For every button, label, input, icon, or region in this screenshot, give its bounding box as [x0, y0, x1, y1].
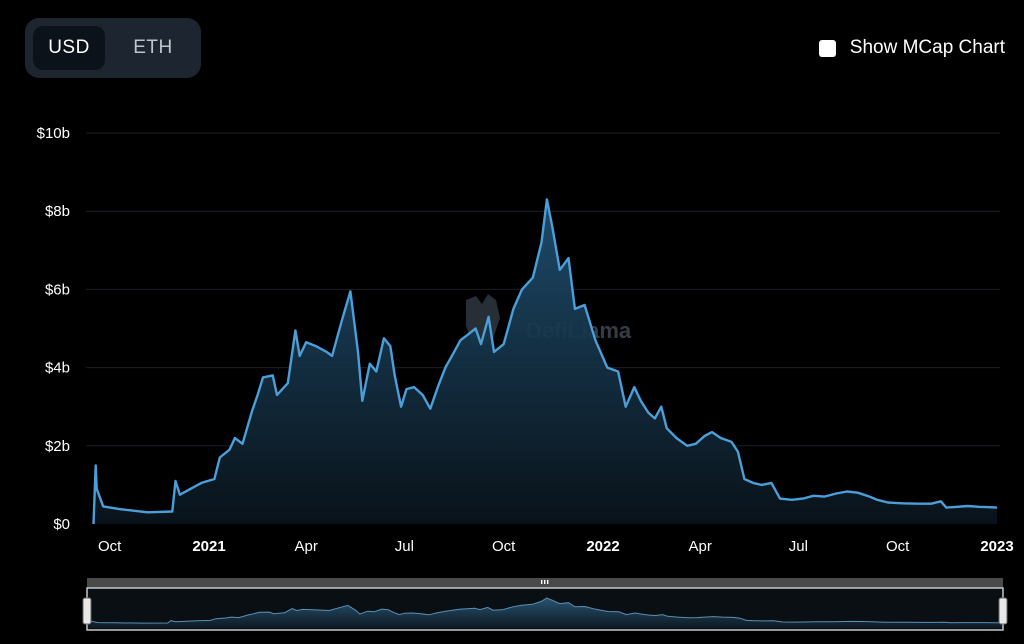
x-tick-label: 2021 — [192, 538, 225, 555]
y-axis: $0 $2b $4b $6b $8b $10b — [37, 125, 70, 533]
y-tick-label: $10b — [37, 125, 70, 142]
x-tick-label: Apr — [294, 538, 317, 555]
range-slider-preview-line — [87, 597, 1002, 625]
y-tick-label: $4b — [45, 360, 70, 377]
x-tick-label: Jul — [395, 538, 414, 555]
x-tick-label: Oct — [492, 538, 516, 555]
tvl-area — [93, 199, 997, 524]
range-slider[interactable] — [82, 578, 1008, 631]
y-tick-label: $0 — [53, 516, 70, 533]
y-tick-label: $8b — [45, 203, 70, 220]
x-tick-label: Apr — [688, 538, 711, 555]
tvl-line — [92, 198, 998, 525]
x-tick-label: Jul — [789, 538, 808, 555]
range-slider-right-handle[interactable] — [998, 597, 1008, 625]
x-axis: Oct 2021 Apr Jul Oct 2022 Apr Jul Oct 2023 — [98, 538, 1014, 555]
x-tick-label: 2023 — [980, 538, 1013, 555]
mcap-toggle[interactable]: Show MCap Chart — [818, 37, 1005, 59]
x-tick-label: 2022 — [586, 538, 619, 555]
range-slider-preview-area — [88, 598, 1002, 628]
currency-toggle: USD ETH — [25, 18, 201, 78]
mcap-label: Show MCap Chart — [849, 37, 1005, 58]
x-tick-label: Oct — [886, 538, 910, 555]
mcap-checkbox[interactable] — [818, 39, 836, 57]
y-tick-label: $2b — [45, 438, 70, 455]
eth-toggle-button[interactable]: ETH — [133, 37, 173, 58]
y-tick-label: $6b — [45, 281, 70, 298]
usd-toggle-button[interactable]: USD — [33, 26, 105, 70]
range-slider-grip-icon[interactable] — [541, 580, 543, 584]
range-slider-left-handle[interactable] — [82, 597, 92, 625]
range-slider-grip-icon — [544, 580, 546, 584]
x-tick-label: Oct — [98, 538, 122, 555]
range-slider-grip-icon — [547, 580, 549, 584]
